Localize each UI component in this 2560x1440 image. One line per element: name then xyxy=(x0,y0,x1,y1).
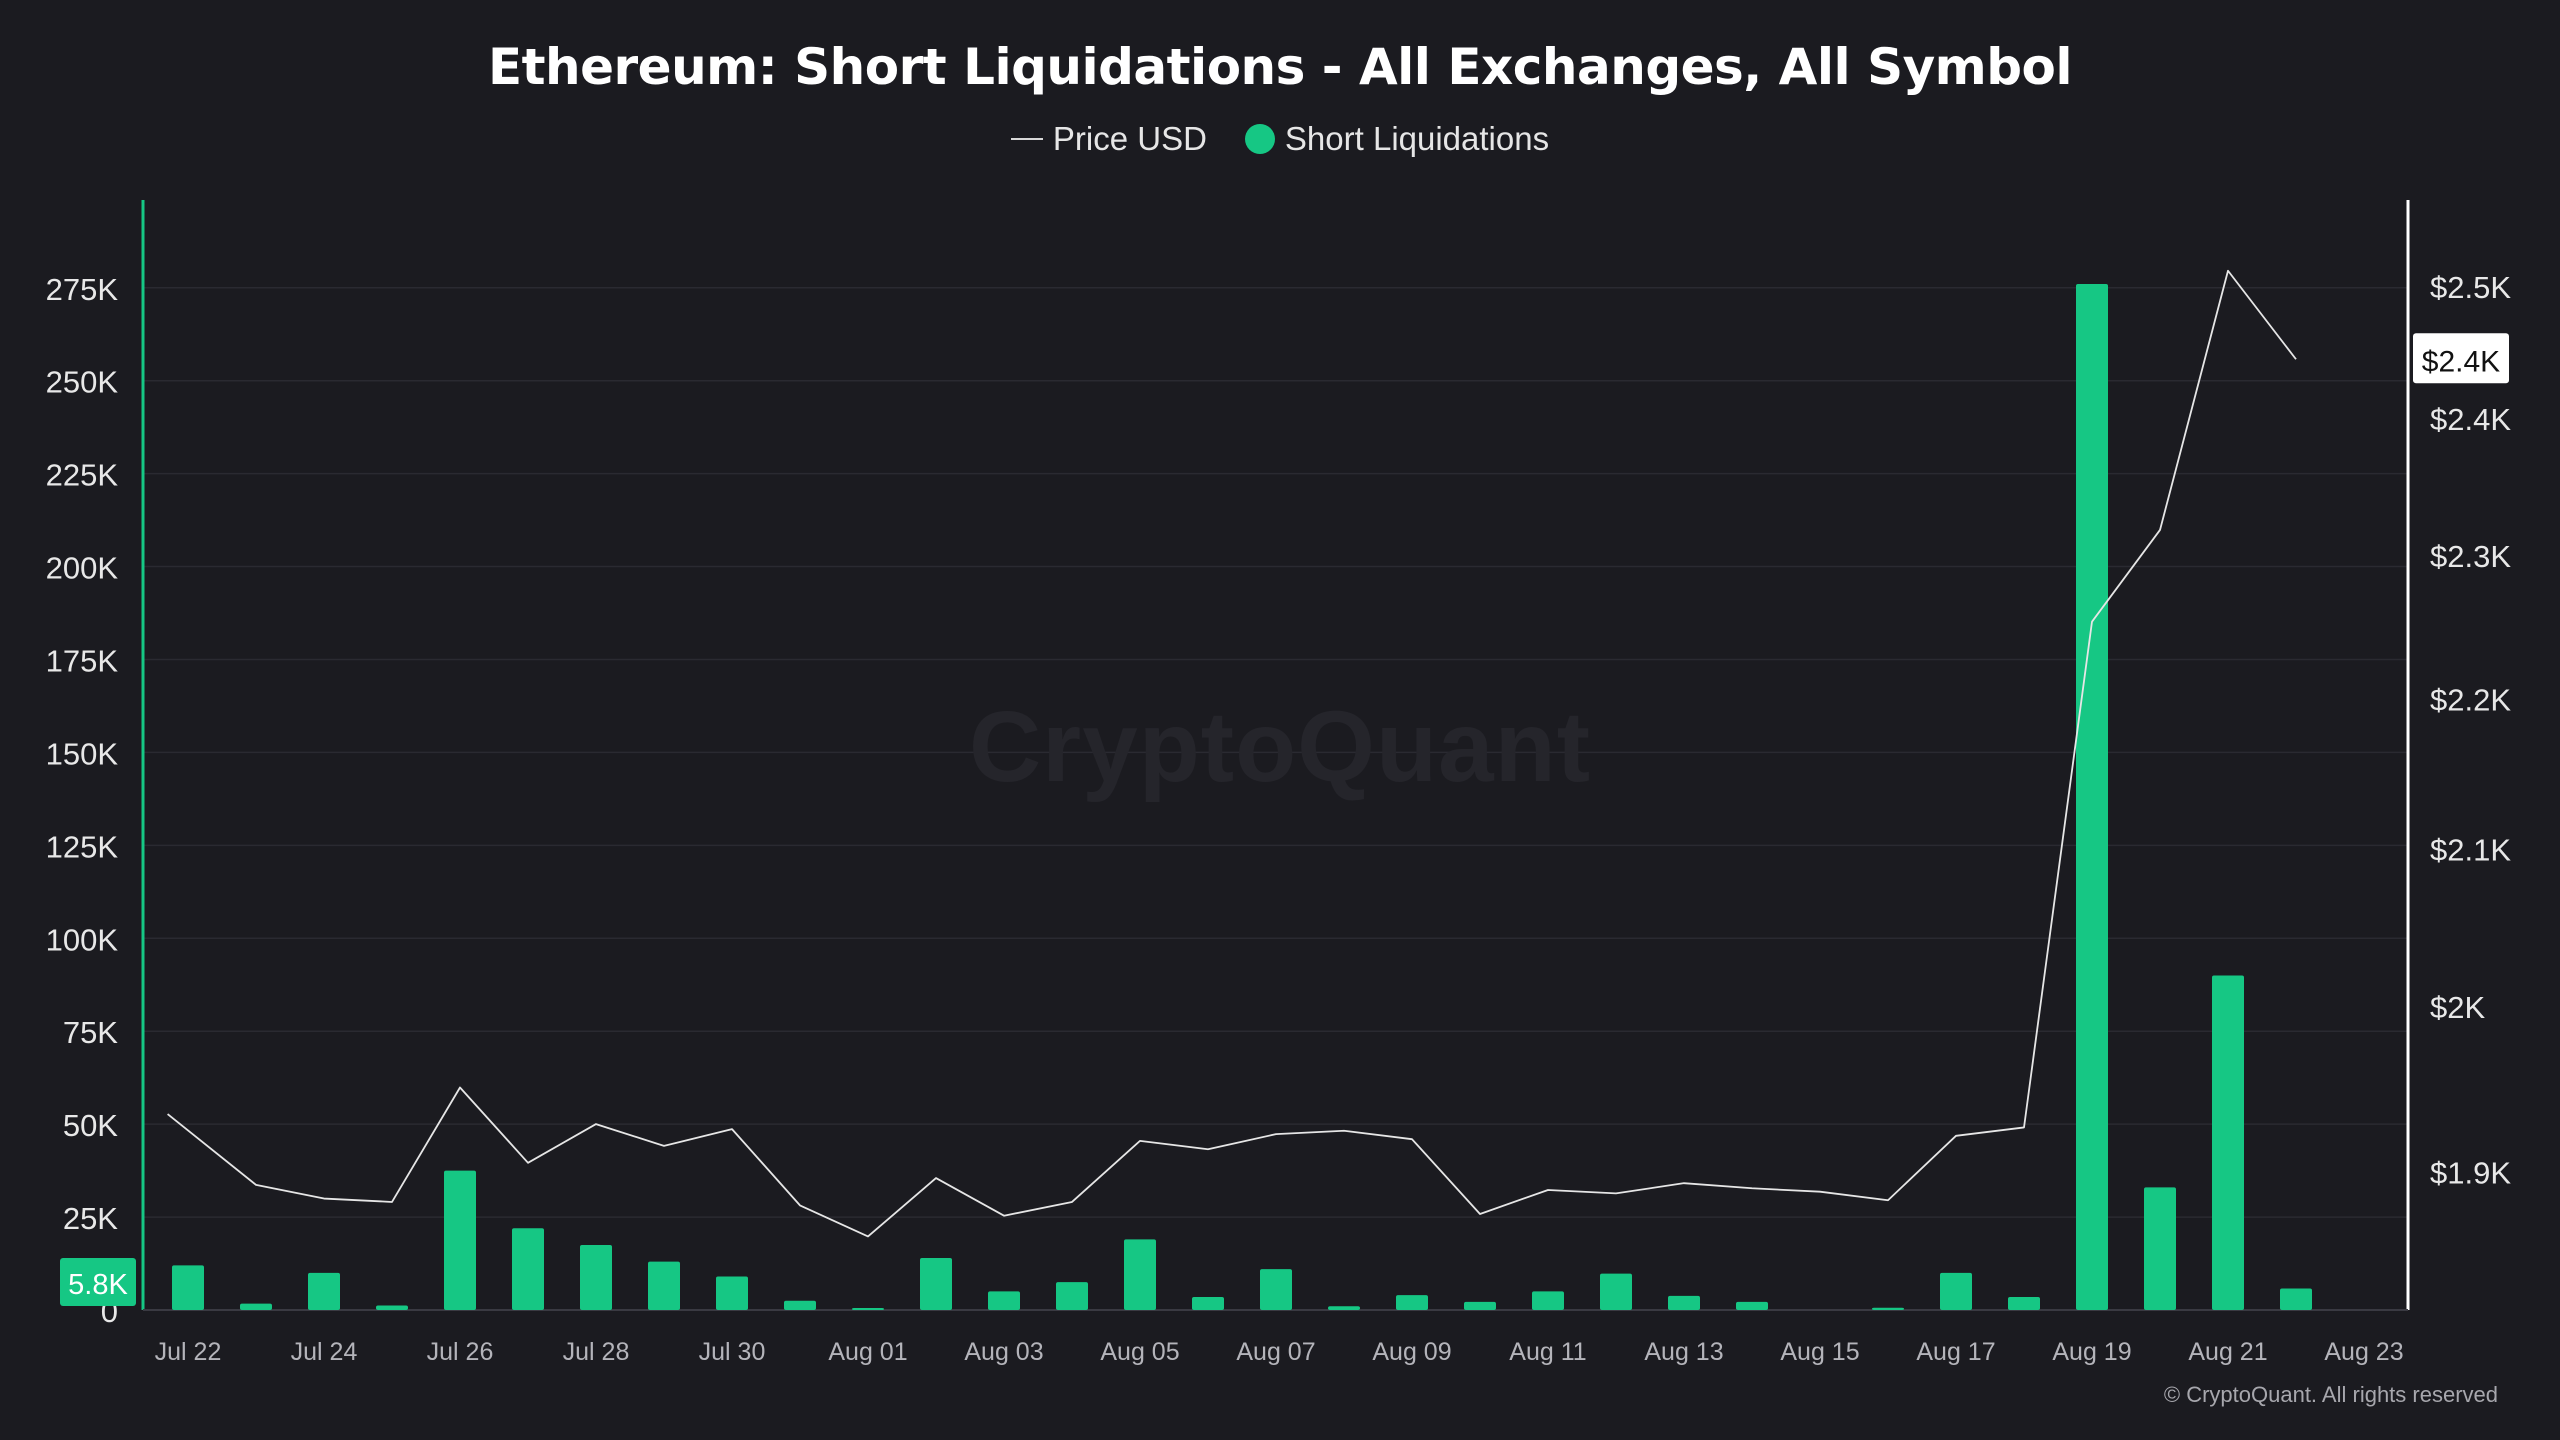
x-tick-label: Jul 24 xyxy=(291,1338,358,1366)
bar xyxy=(1668,1295,1700,1310)
bar xyxy=(512,1228,544,1310)
x-tick-label: Aug 15 xyxy=(1780,1338,1859,1366)
bar xyxy=(1736,1301,1768,1310)
bar xyxy=(920,1257,952,1310)
bar xyxy=(2008,1296,2040,1310)
right-tick-label: $2.3K xyxy=(2430,539,2511,574)
x-tick-label: Aug 13 xyxy=(1644,1338,1723,1366)
legend-label-short-liquidations: Short Liquidations xyxy=(1284,120,1550,157)
right-tick-label: $1.9K xyxy=(2430,1155,2511,1190)
legend-dot-icon xyxy=(1244,124,1275,154)
bar xyxy=(1260,1269,1292,1310)
x-tick-label: Aug 23 xyxy=(2324,1338,2403,1366)
left-tick-label: 75K xyxy=(63,1015,118,1050)
x-tick-label: Aug 07 xyxy=(1236,1338,1315,1366)
bar xyxy=(784,1300,816,1310)
left-tick-label: 100K xyxy=(46,922,119,957)
watermark: CryptoQuant xyxy=(968,691,1592,803)
bar xyxy=(716,1276,748,1310)
chart-title: Ethereum: Short Liquidations - All Excha… xyxy=(487,38,2073,96)
right-tick-label: $2.1K xyxy=(2430,832,2511,867)
bar xyxy=(376,1305,408,1310)
bar xyxy=(2212,975,2244,1310)
x-tick-label: Aug 21 xyxy=(2188,1338,2267,1366)
bar xyxy=(1396,1295,1428,1310)
left-current-value-badge xyxy=(60,1258,136,1306)
bar xyxy=(1124,1239,1156,1310)
left-tick-label: 200K xyxy=(46,551,119,586)
right-tick-label: $2.5K xyxy=(2430,270,2511,305)
right-current-value-badge xyxy=(2413,333,2509,384)
bar xyxy=(240,1303,272,1310)
bar xyxy=(1600,1273,1632,1310)
x-tick-label: Jul 22 xyxy=(155,1338,222,1366)
x-tick-label: Aug 17 xyxy=(1916,1338,1995,1366)
left-tick-label: 125K xyxy=(46,829,119,864)
legend-item-short-liquidations[interactable]: Short Liquidations xyxy=(1244,120,1550,158)
legend-label-price: Price USD xyxy=(1052,120,1207,157)
x-tick-label: Aug 19 xyxy=(2052,1338,2131,1366)
left-tick-label: 275K xyxy=(46,272,119,307)
bar xyxy=(1872,1307,1904,1310)
legend-item-price[interactable]: Price USD xyxy=(1010,120,1207,158)
bar xyxy=(1056,1282,1088,1310)
left-tick-label: 225K xyxy=(46,458,119,493)
x-tick-label: Aug 03 xyxy=(964,1338,1043,1366)
price-line xyxy=(167,269,2297,1238)
x-tick-label: Aug 05 xyxy=(1100,1338,1179,1366)
right-tick-label: $2.4K xyxy=(2430,402,2511,437)
bar xyxy=(2144,1187,2176,1310)
bar xyxy=(1940,1272,1972,1310)
bar xyxy=(2280,1288,2312,1310)
x-tick-label: Aug 09 xyxy=(1372,1338,1451,1366)
left-current-value-label: 5.8K xyxy=(68,1269,128,1301)
x-tick-label: Jul 28 xyxy=(563,1338,630,1366)
bar xyxy=(648,1261,680,1310)
bar xyxy=(172,1265,204,1310)
bar xyxy=(1328,1306,1360,1310)
bar xyxy=(308,1272,340,1310)
copyright-text: © CryptoQuant. All rights reserved xyxy=(2163,1382,2498,1407)
left-tick-label: 150K xyxy=(46,736,119,771)
bar xyxy=(444,1170,476,1310)
right-current-value-label: $2.4K xyxy=(2422,345,2500,378)
x-tick-label: Jul 26 xyxy=(427,1338,494,1366)
bar xyxy=(580,1244,612,1310)
bar xyxy=(2076,284,2108,1310)
legend-line-icon xyxy=(1010,138,1043,140)
left-tick-label: 250K xyxy=(46,365,119,400)
x-tick-label: Aug 01 xyxy=(828,1338,907,1366)
x-tick-label: Aug 11 xyxy=(1509,1338,1586,1366)
right-tick-label: $2K xyxy=(2430,990,2485,1025)
left-tick-label: 175K xyxy=(46,643,119,678)
chart-legend: Price USD Short Liquidations xyxy=(0,120,2560,158)
bar xyxy=(852,1308,884,1310)
bar xyxy=(988,1291,1020,1310)
bar xyxy=(1464,1301,1496,1310)
left-tick-label: 25K xyxy=(63,1201,118,1236)
bar xyxy=(1532,1291,1564,1310)
right-tick-label: $2.2K xyxy=(2430,682,2511,717)
bar xyxy=(1192,1296,1224,1310)
left-tick-label: 50K xyxy=(63,1108,118,1143)
x-tick-label: Jul 30 xyxy=(699,1338,766,1366)
